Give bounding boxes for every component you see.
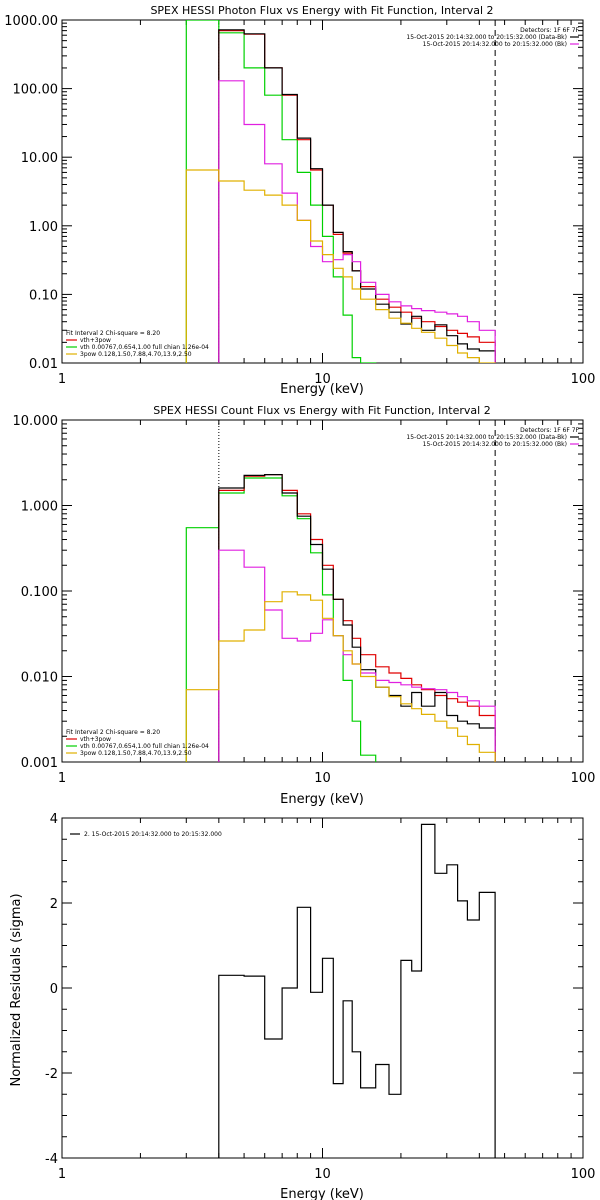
series-line [218,29,496,363]
legend-entry: Fit Interval 2 Chi-square = 8.20 [66,330,160,337]
series-group [185,20,496,363]
series-line [185,20,377,363]
plot-area: 1 10 100 0.001 0.010 0.100 1.000 10.000 Detector… [13,414,596,786]
panel-title: SPEX HESSI Count Flux vs Energy with Fit… [153,404,490,417]
series-line [218,30,496,363]
x-tick-label: 100 [571,771,596,786]
photon-flux-panel: SPEX HESSI Photon Flux vs Energy with Fi… [4,4,595,397]
x-tick-label: 1 [58,1167,66,1182]
x-axis-label: Energy (keV) [280,792,364,807]
y-tick-label: 10.000 [13,414,59,429]
y-axis-label: Normalized Residuals (sigma) [9,893,24,1086]
legend-entry: Fit Interval 2 Chi-square = 8.20 [66,729,160,736]
plot-area: 1 10 100 0.01 0.10 1.00 10.00 100.00 1000.00 Dete… [4,14,595,387]
legend-entry: 2. 15-Oct-2015 20:14:32.000 to 20:15:32.… [84,831,222,838]
series-line [185,591,496,762]
y-tick-label: 0.010 [21,671,58,686]
y-tick-label: -2 [45,1067,58,1082]
y-tick-label: 1.00 [29,220,58,235]
y-tick-label: 0.100 [21,585,58,600]
y-tick-label: 0 [50,982,58,997]
y-tick-label: 0.01 [29,357,58,372]
y-tick-label: 100.00 [13,83,59,98]
y-tick-label: 10.00 [21,151,58,166]
legend-entry: 3pow 0.128,1.50,7.88,4.70,13.9,2.50 [80,750,192,757]
y-tick-label: -4 [45,1152,58,1167]
legend-entry: 15-Oct-2015 20:14:32.000 to 20:15:32.000… [406,34,567,41]
legend-entry: vth 0.00767,0.654,1.00 full chian 1.26e-… [80,344,209,351]
x-axis-label: Energy (keV) [280,382,364,397]
series-group [185,474,496,762]
x-tick-label: 10 [314,771,331,786]
plot-area: 1 10 100 -4 -2 0 2 4 2. 15-Oct-2015 20:14:32.000… [45,812,595,1182]
legend-entry: Detectors: 1F 6F 7F [520,427,579,434]
panel-title: SPEX HESSI Photon Flux vs Energy with Fi… [150,4,493,17]
series-line [218,474,496,762]
x-tick-label: 10 [314,372,331,387]
x-tick-label: 100 [571,372,596,387]
legend-entry: vth+3pow [80,736,111,743]
legend-entry: Detectors: 1F 6F 7F [520,27,579,34]
series-line [218,549,496,762]
legend-entry: 15-Oct-2015 20:14:32.000 to 20:15:32.000… [423,41,567,48]
count-flux-panel: SPEX HESSI Count Flux vs Energy with Fit… [13,404,596,807]
x-tick-label: 1 [58,372,66,387]
y-tick-label: 1.000 [21,500,58,515]
y-tick-label: 0.10 [29,288,58,303]
legend-entry: 3pow 0.128,1.50,7.88,4.70,13.9,2.50 [80,351,192,358]
y-tick-label: 1000.00 [4,14,58,29]
x-tick-label: 10 [314,1167,331,1182]
y-tick-label: 4 [50,812,58,827]
y-tick-label: 0.001 [21,756,58,771]
series-group [218,823,496,1158]
x-tick-label: 100 [571,1167,596,1182]
legend-entry: 15-Oct-2015 20:14:32.000 to 20:15:32.000… [406,434,567,441]
legend-entry: 15-Oct-2015 20:14:32.000 to 20:15:32.000… [423,441,567,448]
series-line [218,474,496,762]
series-line [185,169,496,363]
series-line [218,823,496,1158]
series-line [218,80,496,363]
legend-entry: vth+3pow [80,337,111,344]
residuals-panel: 1 10 100 -4 -2 0 2 4 2. 15-Oct-2015 20:14:32.000… [9,812,595,1200]
series-line [185,477,377,762]
x-axis-label: Energy (keV) [280,1187,364,1200]
legend-entry: vth 0.00767,0.654,1.00 full chian 1.26e-… [80,743,209,750]
x-tick-label: 1 [58,771,66,786]
y-tick-label: 2 [50,897,58,912]
